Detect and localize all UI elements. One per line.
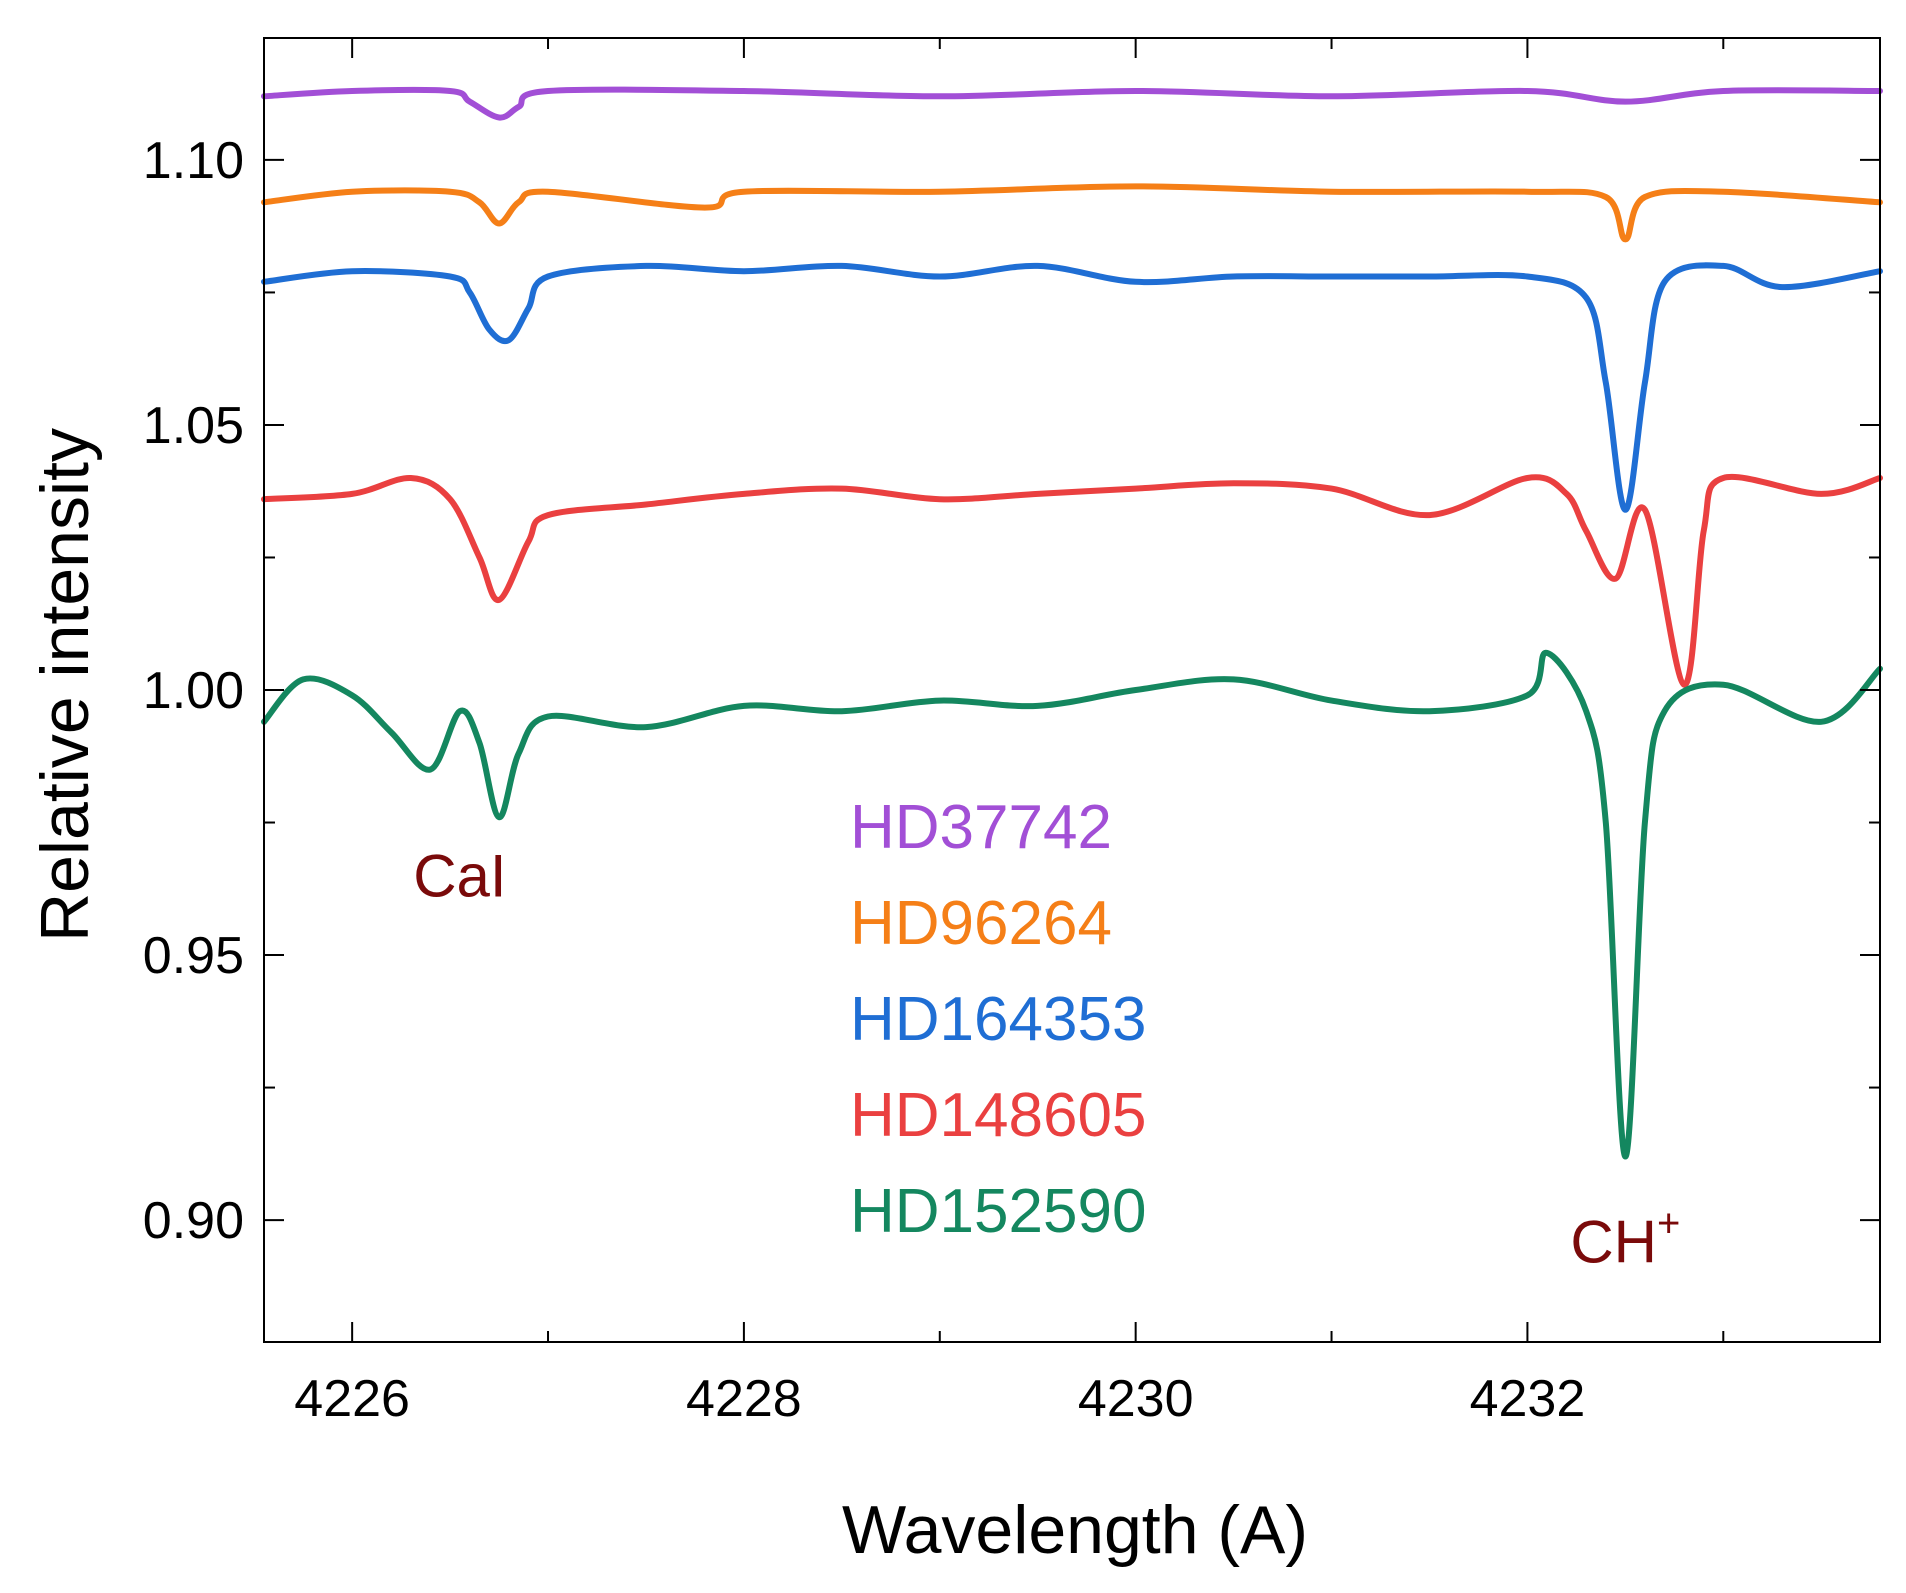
x-axis-label: Wavelength (A): [842, 1492, 1308, 1568]
series-line-hd96264: [261, 183, 1883, 243]
series-line-hd148605: [261, 473, 1883, 688]
legend-entry: HD148605: [850, 1081, 1146, 1150]
x-tick-label: 4230: [1078, 1370, 1194, 1428]
y-tick-label: 1.10: [143, 132, 244, 190]
annotation-label: CaI: [413, 843, 506, 910]
y-tick-label: 1.05: [143, 397, 244, 455]
y-tick-label: 0.95: [143, 927, 244, 985]
y-tick-label: 1.00: [143, 662, 244, 720]
annotation-superscript: +: [1657, 1201, 1680, 1245]
series-layer: [261, 86, 1883, 1160]
legend-entry: HD96264: [850, 889, 1112, 958]
legend-entry: HD37742: [850, 793, 1112, 862]
y-tick-label: 0.90: [143, 1192, 244, 1250]
legend-entry: HD152590: [850, 1177, 1146, 1246]
x-tick-label: 4232: [1470, 1370, 1586, 1428]
y-axis-label: Relative intensity: [27, 428, 103, 942]
x-tick-label: 4226: [294, 1370, 410, 1428]
series-line-hd164353: [261, 262, 1883, 513]
annotation-label: CH+: [1570, 1201, 1680, 1275]
x-tick-label: 4228: [686, 1370, 802, 1428]
axis-ticks: 4226 4228 4230 4232 0.90 0.95 1.00 1.05 1.10: [143, 38, 1880, 1428]
legend: HD37742 HD96264 HD164353 HD148605 HD152590: [850, 793, 1146, 1246]
legend-entry: HD164353: [850, 985, 1146, 1054]
series-line-hd37742: [261, 86, 1883, 121]
series-line-hd152590: [261, 649, 1883, 1160]
